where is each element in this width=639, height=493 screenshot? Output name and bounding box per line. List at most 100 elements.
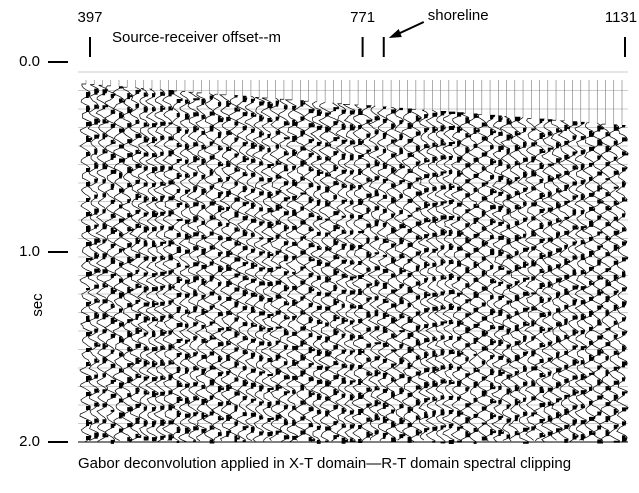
texture-wiggle [128,87,143,443]
texture-fill [457,112,464,443]
texture-fill [325,112,332,443]
texture-fill [308,109,315,442]
texture-fill [465,117,472,438]
texture-fill [391,109,398,442]
texture-fill [341,109,348,444]
texture-wiggle [136,88,151,441]
texture-fill [259,101,266,436]
texture-wiggle [351,104,366,442]
seismic-section [78,71,629,444]
texture-fill [564,124,570,443]
texture-fill [226,100,233,437]
texture-wiggle [277,98,291,442]
y-tick-label: 2.0 [19,433,40,450]
texture-wiggle [466,113,481,443]
texture-wiggle [491,115,506,443]
texture-fill [349,110,357,443]
texture-fill [523,127,530,444]
texture-wiggle [483,114,498,442]
texture-fill [209,95,216,444]
texture-fill [514,117,522,436]
texture-fill [366,105,373,438]
texture-wiggle [112,86,126,441]
texture-wiggle [244,96,258,442]
texture-fill [622,125,629,442]
texture-fill [440,111,447,444]
texture-wiggle [384,107,398,442]
texture-fill [481,122,489,441]
texture-fill [597,125,604,444]
texture-wiggle [301,100,316,442]
texture-fill [605,132,612,437]
texture-wiggle [161,90,176,441]
texture-fill [267,102,274,436]
texture-fill [143,92,150,441]
texture-wiggle [540,119,555,442]
texture-fill [292,105,299,440]
texture-wiggle [318,102,333,441]
x-tick-label: 771 [350,9,375,26]
texture-fill [118,86,126,433]
texture-fill [283,105,290,440]
texture-fill [539,119,546,437]
texture-fill [316,109,324,444]
texture-fill [184,99,192,434]
texture-fill [415,115,422,436]
texture-fill [250,98,258,433]
texture-fill [424,114,431,433]
texture-fill [168,90,175,441]
texture-wiggle [235,95,250,441]
texture-fill [448,112,456,444]
texture-wiggle [614,125,629,442]
texture-wiggle [153,89,168,443]
texture-fill [498,115,505,436]
texture-fill [176,99,183,443]
texture-wiggle [227,95,242,442]
chart-title: Source-receiver offset--m [112,29,281,46]
texture-fill [374,116,381,435]
texture-wiggle [359,105,374,442]
texture-fill [300,100,307,435]
texture-wiggle [458,112,472,442]
texture-fill [193,98,200,443]
texture-wiggle [574,121,588,441]
texture-wiggle [499,116,514,441]
annotation-arrowhead [388,29,402,38]
texture-wiggle [87,84,101,441]
texture-fill [580,122,587,441]
texture-wiggle [581,122,597,441]
texture-fill [382,106,390,439]
x-tick-label: 397 [77,9,102,26]
texture-fill [432,112,439,443]
texture-fill [490,115,497,436]
texture-fill [333,107,340,440]
texture-fill [234,95,241,442]
texture-fill [358,109,365,443]
texture-fill [407,108,414,443]
texture-fill [473,113,480,444]
texture-wiggle [169,90,184,442]
texture-fill [217,102,225,437]
x-tick-label: 1131 [605,9,637,26]
texture-fill [201,98,208,433]
texture-wiggle [145,88,160,442]
texture-wiggle [310,101,324,442]
texture-fill [572,121,579,440]
caption: Gabor deconvolution applied in X-T domai… [78,455,572,472]
texture-fill [506,118,513,439]
texture-wiggle [507,116,522,442]
texture-wiggle [606,124,621,442]
annotation-text: shoreline [428,7,489,24]
texture-fill [275,100,283,435]
texture-wiggle [565,121,580,442]
y-tick-label: 0.0 [19,53,40,70]
texture-wiggle [95,84,110,442]
texture-fill [556,128,563,433]
texture-fill [399,108,406,439]
texture-fill [94,88,101,439]
texture-fill [242,96,249,443]
annotation-arrow [395,21,425,36]
y-axis-label: sec [29,293,46,317]
